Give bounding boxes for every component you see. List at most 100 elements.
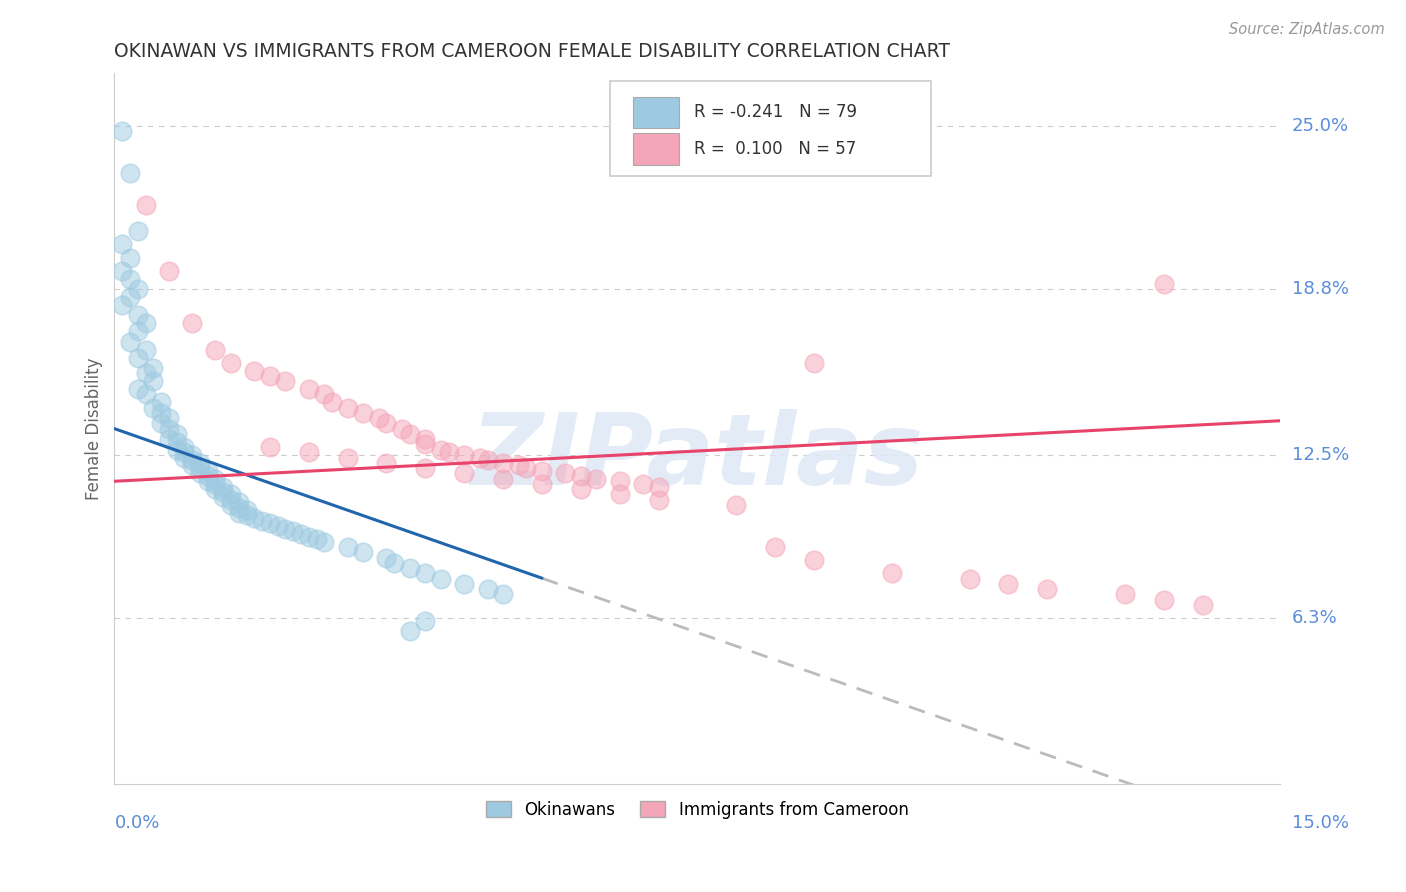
Text: 15.0%: 15.0% (1292, 814, 1348, 832)
Point (283, 524, 305, 539)
Point (173, 440, 195, 454)
Point (453, 448, 475, 462)
Point (453, 577, 475, 591)
Point (118, 290, 141, 304)
Point (166, 442, 188, 457)
Point (274, 374, 297, 388)
Text: 25.0%: 25.0% (1292, 117, 1348, 135)
Point (111, 237, 134, 252)
Point (298, 445, 321, 459)
FancyBboxPatch shape (610, 80, 931, 177)
Point (508, 458, 530, 473)
Point (492, 587, 515, 601)
Point (415, 614, 437, 628)
Point (298, 529, 321, 543)
Point (250, 514, 273, 528)
Point (235, 508, 257, 523)
Point (118, 251, 141, 265)
Point (492, 456, 515, 470)
Point (150, 417, 173, 431)
Point (142, 361, 165, 376)
Point (647, 479, 669, 493)
Point (352, 406, 374, 420)
Point (219, 492, 242, 507)
Text: 12.5%: 12.5% (1292, 446, 1348, 464)
Point (803, 553, 825, 567)
Point (150, 406, 173, 420)
Point (134, 387, 156, 401)
Point (134, 317, 156, 331)
Legend: Okinawans, Immigrants from Cameroon: Okinawans, Immigrants from Cameroon (479, 794, 915, 825)
Point (173, 445, 195, 459)
Point (1153, 592, 1175, 607)
Point (228, 506, 250, 520)
Point (803, 356, 825, 370)
Point (530, 464, 553, 478)
Point (197, 475, 219, 489)
Point (415, 566, 437, 581)
Text: Source: ZipAtlas.com: Source: ZipAtlas.com (1229, 22, 1385, 37)
Point (188, 456, 211, 470)
Point (259, 440, 281, 454)
Point (437, 445, 460, 459)
Point (367, 411, 389, 425)
Point (1191, 598, 1213, 612)
Point (314, 387, 336, 401)
Point (118, 334, 141, 349)
Text: 18.8%: 18.8% (1292, 280, 1348, 298)
Point (212, 479, 235, 493)
Point (352, 545, 374, 559)
Point (219, 487, 242, 501)
Point (204, 476, 226, 491)
Point (430, 442, 453, 457)
Point (219, 356, 242, 370)
Point (127, 382, 149, 396)
Point (763, 540, 786, 554)
Point (127, 324, 149, 338)
Point (515, 461, 537, 475)
Point (314, 534, 336, 549)
Point (336, 540, 359, 554)
Point (134, 198, 156, 212)
Point (415, 437, 437, 451)
Point (1114, 587, 1136, 601)
Point (569, 482, 592, 496)
Point (430, 572, 453, 586)
Point (188, 461, 211, 475)
Point (375, 456, 398, 470)
Point (1036, 582, 1059, 596)
Point (127, 282, 149, 296)
Point (188, 467, 211, 481)
Point (554, 467, 576, 481)
Point (127, 224, 149, 238)
Point (127, 351, 149, 365)
Point (321, 395, 343, 409)
Text: R = -0.241   N = 79: R = -0.241 N = 79 (695, 103, 856, 121)
Point (111, 298, 134, 312)
Point (157, 432, 180, 446)
Text: OKINAWAN VS IMMIGRANTS FROM CAMEROON FEMALE DISABILITY CORRELATION CHART: OKINAWAN VS IMMIGRANTS FROM CAMEROON FEM… (114, 42, 950, 61)
FancyBboxPatch shape (633, 133, 679, 164)
Point (398, 561, 420, 575)
Point (298, 382, 321, 396)
Y-axis label: Female Disability: Female Disability (86, 358, 103, 500)
Point (157, 264, 180, 278)
Point (415, 461, 437, 475)
Point (204, 343, 226, 357)
Point (235, 503, 257, 517)
Point (477, 582, 499, 596)
Point (631, 476, 654, 491)
Point (134, 343, 156, 357)
Point (228, 500, 250, 515)
Point (1153, 277, 1175, 291)
Point (398, 426, 420, 441)
Point (181, 448, 204, 462)
Point (181, 453, 204, 467)
Point (305, 532, 328, 546)
Point (959, 572, 981, 586)
Point (290, 527, 312, 541)
Point (375, 417, 398, 431)
Point (181, 317, 204, 331)
Point (997, 577, 1019, 591)
Point (142, 401, 165, 415)
